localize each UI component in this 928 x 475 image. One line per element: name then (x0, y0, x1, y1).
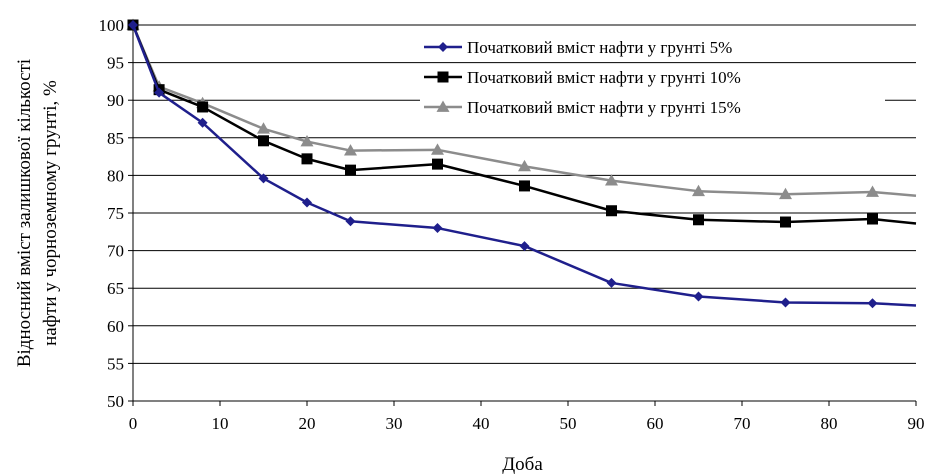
y-axis-title-line-1: Відносний вміст залишкової кількості (14, 59, 35, 367)
y-tick-label: 70 (107, 242, 124, 261)
x-tick-label: 90 (908, 414, 925, 433)
data-point (693, 214, 704, 226)
data-point (431, 143, 444, 155)
y-tick-label: 100 (99, 16, 125, 35)
y-tick-label: 80 (107, 166, 124, 185)
legend-entry: Початковий вміст нафти у грунті 10% (420, 65, 885, 89)
x-tick-label: 80 (821, 414, 838, 433)
data-point (432, 158, 443, 170)
x-axis-title: Доба (502, 454, 543, 475)
y-tick-label: 75 (107, 204, 124, 223)
data-point (867, 213, 878, 225)
legend-entry-background (420, 35, 885, 59)
legend: Початковий вміст нафти у грунті 5% Початк… (420, 35, 885, 119)
data-point (302, 197, 312, 208)
tick-labels: 50 55 60 65 70 75 80 85 90 95 100 0 10 20 30 40 50 60 70 80… (99, 16, 925, 433)
x-tick-label: 0 (129, 414, 138, 433)
data-point (605, 174, 618, 186)
data-point (128, 20, 138, 30)
data-point (692, 184, 705, 197)
data-point (301, 153, 313, 165)
data-point (197, 117, 208, 128)
data-point (345, 216, 356, 227)
legend-label: Початковий вміст нафти у грунті 5% (467, 38, 732, 57)
series-1 (128, 20, 917, 309)
data-point (345, 164, 356, 176)
data-point (300, 135, 314, 147)
legend-marker (438, 42, 448, 52)
data-point (432, 223, 443, 234)
data-point (693, 291, 704, 302)
data-point (779, 187, 792, 200)
y-tick-label: 60 (107, 317, 124, 336)
data-point (154, 87, 165, 98)
data-point (606, 277, 617, 288)
x-tick-label: 20 (299, 414, 316, 433)
data-point (518, 159, 531, 172)
x-tick-label: 10 (212, 414, 229, 433)
series-2 (127, 19, 917, 228)
legend-marker (437, 71, 449, 83)
legend-entry-background (420, 95, 885, 119)
y-tick-label: 55 (107, 354, 124, 373)
y-tick-label: 95 (107, 54, 124, 73)
x-tick-label: 50 (560, 414, 577, 433)
data-point (519, 180, 530, 192)
legend-entry: Початковий вміст нафти у грунті 5% (420, 35, 885, 59)
legend-marker (436, 100, 450, 112)
x-tick-label: 70 (734, 414, 751, 433)
data-point (866, 185, 879, 197)
x-tick-label: 30 (386, 414, 403, 433)
data-point (258, 135, 269, 147)
data-point (780, 216, 791, 228)
y-tick-label: 90 (107, 91, 124, 110)
data-point (258, 173, 269, 184)
x-tick-label: 60 (647, 414, 664, 433)
series-lines (126, 18, 917, 309)
data-point (606, 205, 617, 217)
legend-label: Початковий вміст нафти у грунті 10% (467, 68, 741, 87)
legend-label: Початковий вміст нафти у грунті 15% (467, 98, 741, 117)
x-tick-label: 40 (473, 414, 490, 433)
y-axis-title-line-2: нафти у чорноземному грунті, % (40, 80, 61, 346)
data-point (867, 298, 878, 309)
y-tick-label: 65 (107, 279, 124, 298)
data-point (257, 122, 270, 134)
y-tick-label: 85 (107, 129, 124, 148)
data-point (519, 241, 530, 252)
legend-entry-background (420, 65, 885, 89)
data-point (344, 144, 357, 156)
data-point (197, 101, 209, 113)
y-tick-label: 50 (107, 392, 124, 411)
legend-entry: Початковий вміст нафти у грунті 15% (420, 95, 885, 119)
data-point (780, 297, 791, 308)
